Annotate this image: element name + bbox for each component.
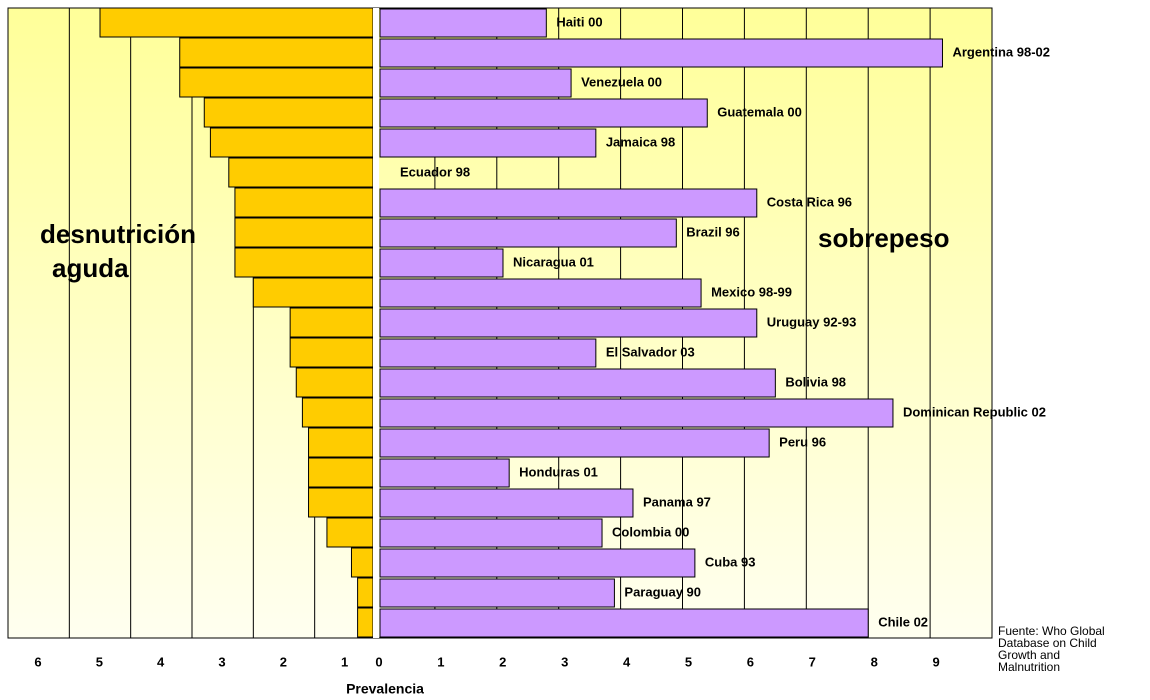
bar [308,487,374,518]
bar [379,248,504,278]
x-tick-label: 1 [341,654,348,669]
bar [179,67,374,98]
right-label: sobrepeso [818,223,950,253]
x-tick-label: 4 [157,654,165,669]
category-label: Nicaragua 01 [513,254,594,269]
bar [379,218,677,248]
x-tick-label: 5 [685,654,692,669]
x-tick-label: 5 [96,654,103,669]
category-label: Chile 02 [878,614,928,629]
bar [379,608,869,638]
category-label: Colombia 00 [612,524,689,539]
category-label: Paraguay 90 [624,584,701,599]
category-label: Peru 96 [779,434,826,449]
x-axis-title: Prevalencia [346,681,424,697]
category-label: Mexico 98-99 [711,284,792,299]
category-label: Honduras 01 [519,464,598,479]
x-tick-label: 4 [623,654,631,669]
bar [379,308,758,338]
bar [326,517,374,548]
bar [379,128,597,158]
category-label: Ecuador 98 [400,164,470,179]
source-note: Fuente: Who Global [998,624,1105,638]
bar [234,187,374,218]
bar [379,518,603,548]
x-tick-label: 1 [437,654,444,669]
x-tick-label: 2 [280,654,287,669]
x-tick-label: 9 [932,654,939,669]
bar [379,68,572,98]
bar [289,337,374,368]
bar [379,458,510,488]
category-label: Panama 97 [643,494,711,509]
bar [379,98,708,128]
category-label: Venezuela 00 [581,74,662,89]
bar [234,247,374,278]
x-tick-label: 3 [218,654,225,669]
bar [379,398,894,428]
bar [379,38,943,68]
bar [252,277,374,308]
center-divider [373,8,379,638]
bar [228,157,374,188]
bar [357,607,374,638]
x-tick-label: 6 [747,654,754,669]
bar [308,457,374,488]
category-label: Cuba 93 [705,554,756,569]
left-label: desnutrición [40,219,196,249]
bar [379,368,776,398]
bar [379,578,615,608]
category-label: Bolivia 98 [785,374,846,389]
source-note: Database on Child [998,636,1097,650]
category-label: El Salvador 03 [606,344,695,359]
category-label: Uruguay 92-93 [767,314,857,329]
x-tick-label: 8 [871,654,878,669]
category-label: Argentina 98-02 [952,44,1050,59]
category-label: Jamaica 98 [606,134,675,149]
bar [209,127,374,158]
left-label: aguda [52,253,129,283]
bar [379,548,696,578]
category-label: Costa Rica 96 [767,194,852,209]
source-note: Malnutrition [998,660,1060,674]
bar [308,427,374,458]
bar [295,367,374,398]
bar [357,577,374,608]
source-note: Growth and [998,648,1060,662]
x-tick-label: 7 [809,654,816,669]
bar [379,8,547,38]
category-label: Dominican Republic 02 [903,404,1046,419]
category-label: Guatemala 00 [717,104,802,119]
bar [203,97,374,128]
bar [379,188,758,218]
bar [301,397,374,428]
category-label: Brazil 96 [686,224,739,239]
x-tick-label: 0 [375,654,382,669]
bar [379,338,597,368]
x-tick-label: 6 [34,654,41,669]
bar [379,428,770,458]
x-tick-label: 3 [561,654,568,669]
x-tick-label: 2 [499,654,506,669]
bar [379,278,702,308]
bar [179,37,374,68]
bar [234,217,374,248]
category-label: Haiti 00 [556,14,602,29]
bar [289,307,374,338]
bar [99,7,374,38]
bar [350,547,374,578]
bar [379,488,634,518]
